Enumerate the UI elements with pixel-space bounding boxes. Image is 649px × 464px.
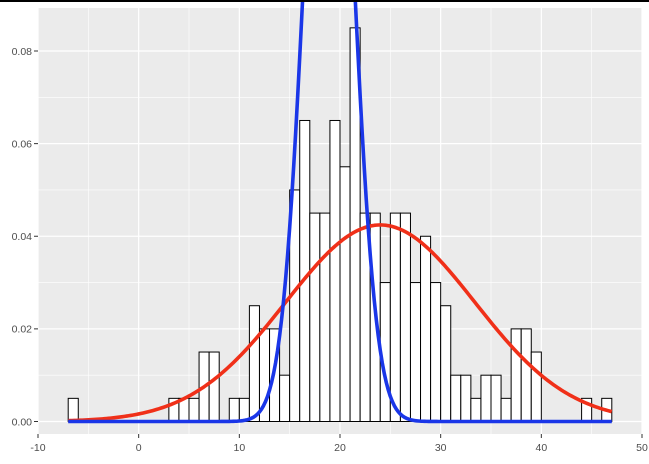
- y-axis: 0.00 0.02 0.04 0.06 0.08: [12, 46, 38, 428]
- x-tick-label: 10: [233, 442, 245, 454]
- x-tick-label: -10: [30, 442, 45, 454]
- y-tick-label: 0.02: [12, 324, 33, 336]
- histogram-bar: [490, 374, 502, 422]
- top-border: [0, 0, 649, 2]
- y-tick-label: 0.04: [12, 231, 33, 243]
- x-tick-label: 40: [535, 442, 547, 454]
- histogram-bar: [279, 374, 291, 422]
- histogram-bar: [248, 305, 260, 422]
- histogram-bars: [67, 27, 613, 422]
- histogram-bar: [67, 397, 79, 422]
- density-curve-1: [68, 223, 613, 423]
- x-tick-label: 20: [334, 442, 346, 454]
- x-tick-label: 0: [136, 442, 142, 454]
- histogram-bar: [480, 374, 492, 422]
- histogram-bar: [500, 397, 512, 422]
- histogram-bar: [319, 212, 331, 422]
- histogram-bar: [460, 374, 472, 422]
- histogram-bar: [440, 305, 452, 422]
- histogram-bar: [389, 212, 401, 422]
- histogram-bar: [208, 351, 220, 422]
- x-axis: -10 0 10 20 30 40 50: [30, 434, 648, 454]
- histogram-bar: [510, 328, 522, 422]
- histogram-bar: [188, 397, 200, 422]
- histogram-bar: [520, 328, 532, 422]
- density-curve-2: [68, 0, 612, 424]
- y-tick-label: 0.00: [12, 416, 33, 428]
- x-tick-label: 50: [636, 442, 648, 454]
- histogram-bar: [420, 235, 432, 422]
- histogram-bar: [339, 166, 351, 422]
- density-curves: [68, 0, 613, 424]
- histogram-bar: [228, 397, 240, 422]
- histogram-bar: [309, 212, 321, 422]
- histogram-bar: [329, 119, 341, 422]
- histogram-bar: [530, 351, 542, 422]
- histogram-bar: [470, 397, 482, 422]
- y-tick-label: 0.06: [12, 138, 33, 150]
- y-tick-label: 0.08: [12, 46, 33, 58]
- histogram-bar: [409, 282, 422, 422]
- histogram-bar: [299, 119, 311, 422]
- histogram-bar: [430, 282, 442, 422]
- histogram-bar: [399, 212, 411, 422]
- histogram-bar: [450, 374, 462, 422]
- x-tick-label: 30: [435, 442, 447, 454]
